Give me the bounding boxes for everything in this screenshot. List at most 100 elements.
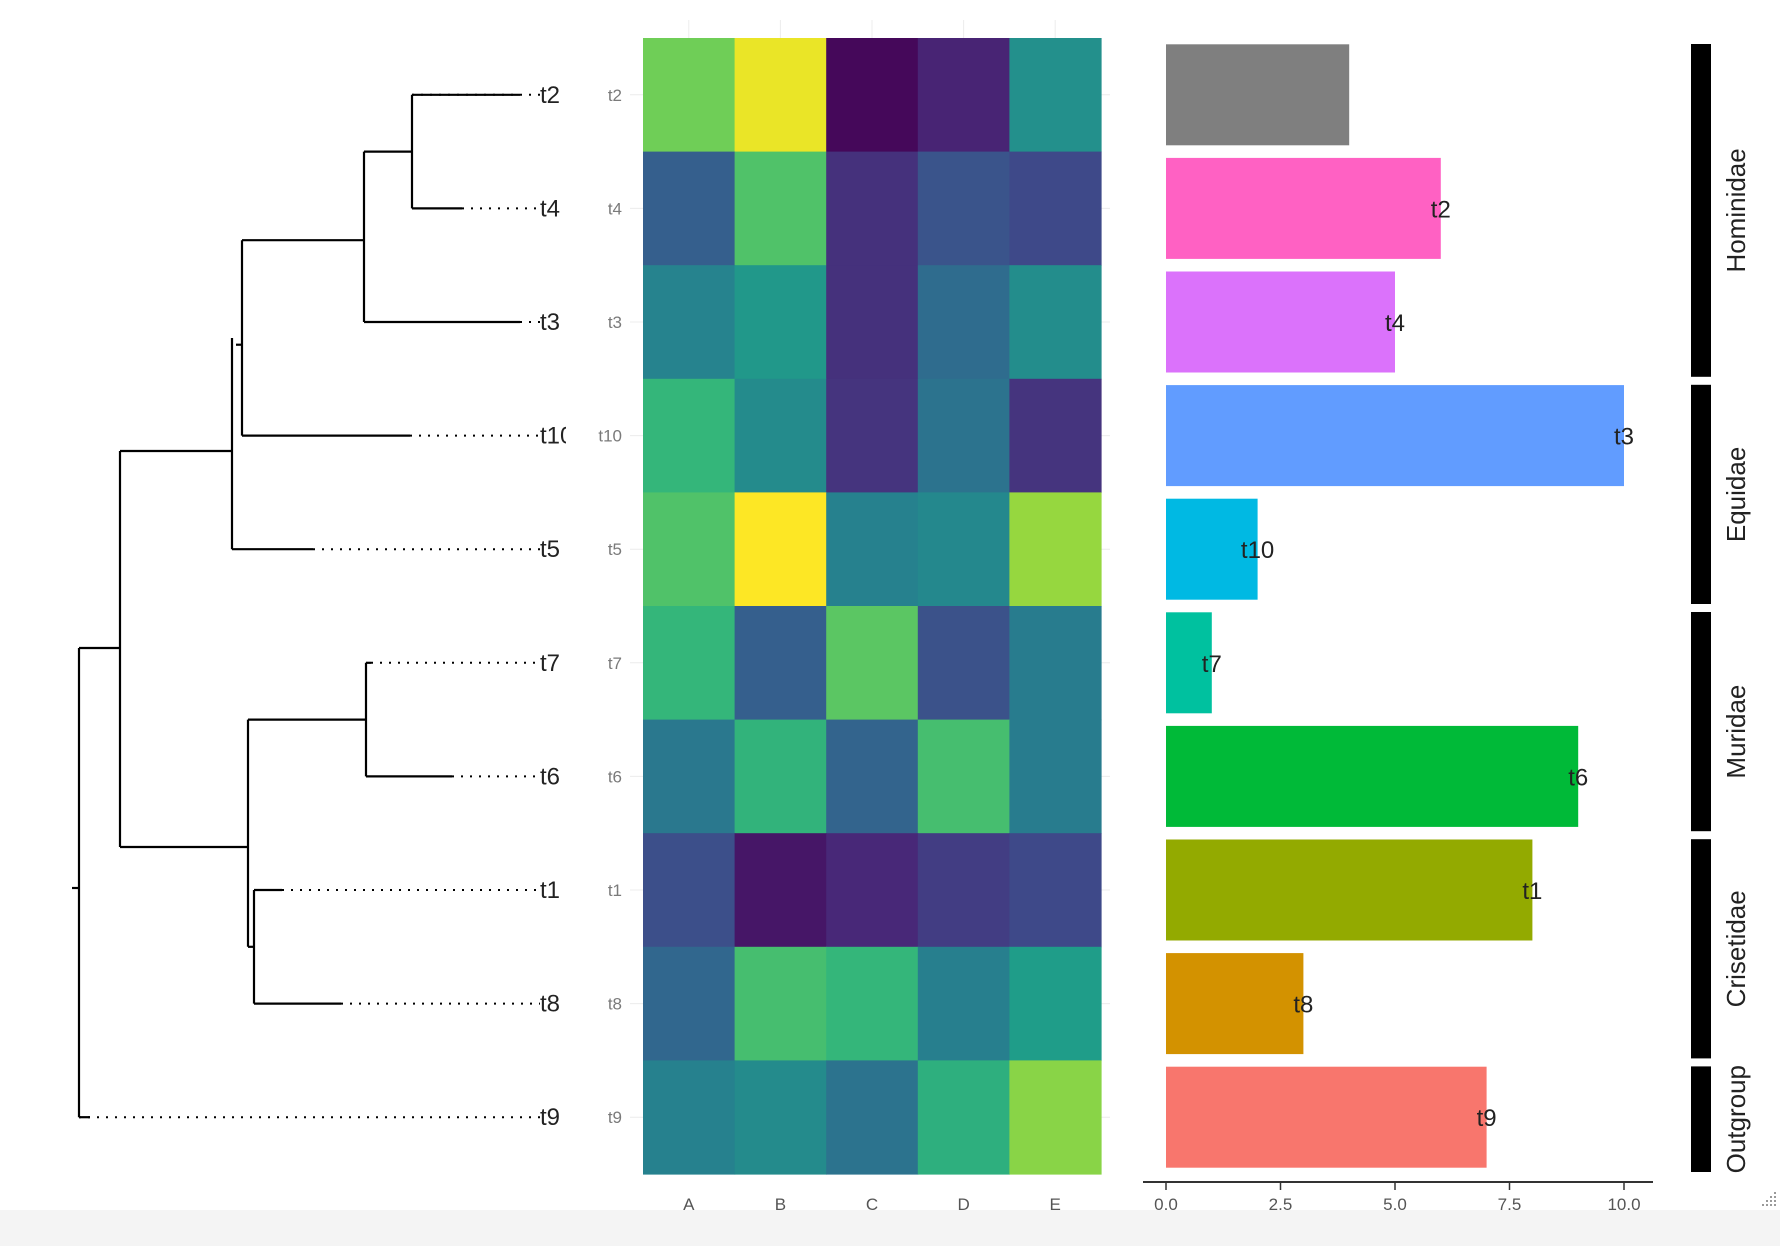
heatmap-cell: [643, 492, 736, 607]
heatmap-cell: [734, 719, 827, 834]
heatmap-cell: [1009, 492, 1102, 607]
clade-bar: [1691, 1066, 1711, 1172]
tip-label: t5: [540, 536, 560, 563]
clade-bar: [1691, 839, 1711, 1059]
clade-bar: [1691, 44, 1711, 377]
heatmap-cell: [917, 606, 1010, 721]
heatmap-cell: [734, 265, 827, 380]
bar: [1166, 385, 1624, 487]
heatmap-cell: [1009, 606, 1102, 721]
heatmap-row-label: t5: [608, 540, 622, 559]
heatmap-cell: [1009, 833, 1102, 948]
heatmap-cell: [643, 38, 736, 153]
heatmap-cell: [1009, 151, 1102, 266]
heatmap-row-label: t8: [608, 995, 622, 1014]
heatmap-cell: [1009, 378, 1102, 493]
heatmap-cell: [826, 265, 919, 380]
heatmap-cell: [917, 946, 1010, 1061]
bar: [1166, 44, 1350, 146]
heatmap-cell: [643, 1060, 736, 1175]
heatmap-row-label: t1: [608, 881, 622, 900]
bar: [1166, 1066, 1487, 1168]
clade-label: Muridae: [1721, 685, 1751, 779]
bar-label: t3: [1614, 424, 1634, 451]
tip-label: t1: [540, 877, 560, 904]
bar: [1166, 498, 1258, 600]
bar-label: t2: [1431, 196, 1451, 223]
heatmap-row-label: t9: [608, 1108, 622, 1127]
heatmap-cell: [734, 151, 827, 266]
heatmap-cell: [826, 492, 919, 607]
tip-label: t7: [540, 650, 560, 677]
heatmap-cell: [826, 151, 919, 266]
clade-bar: [1691, 384, 1711, 604]
heatmap-cell: [1009, 719, 1102, 834]
heatmap-column-label: E: [1050, 1195, 1061, 1214]
heatmap-column-label: D: [957, 1195, 969, 1214]
heatmap-cell: [1009, 1060, 1102, 1175]
heatmap-cell: [1009, 38, 1102, 153]
bar-chart: 0.0 2.5 5.0 7.5 10.0 t2 t4 t3 t10 t7 t6 t1 t8 t9: [1143, 44, 1653, 1214]
heatmap-cell: [734, 378, 827, 493]
bar-x-tick-label: 5.0: [1383, 1195, 1407, 1214]
heatmap-column-label: A: [683, 1195, 695, 1214]
heatmap: t2 t4 t3 t10 t5 t7 t6 t1 t8 t9 A B C D E: [598, 20, 1110, 1214]
heatmap-cell: [734, 492, 827, 607]
heatmap-cell: [917, 378, 1010, 493]
heatmap-column-label: C: [866, 1195, 878, 1214]
bar-label: t4: [1385, 310, 1405, 337]
heatmap-cell: [1009, 265, 1102, 380]
heatmap-row-label: t3: [608, 313, 622, 332]
bar-label: t10: [1241, 537, 1274, 564]
heatmap-cell: [826, 833, 919, 948]
clade-label: Crisetidae: [1721, 890, 1751, 1007]
heatmap-cell: [917, 151, 1010, 266]
bar-label: t7: [1202, 651, 1222, 678]
heatmap-row-label: t7: [608, 654, 622, 673]
bar: [1166, 157, 1441, 259]
heatmap-cell: [643, 265, 736, 380]
label-clip: [566, 400, 592, 460]
heatmap-cell: [917, 38, 1010, 153]
heatmap-row-label: t2: [608, 86, 622, 105]
heatmap-cell: [917, 265, 1010, 380]
heatmap-cell: [917, 1060, 1010, 1175]
heatmap-cell: [734, 833, 827, 948]
heatmap-cell: [826, 38, 919, 153]
clade-strip: Hominidae Equidae Muridae Crisetidae Outgrou…: [1691, 44, 1751, 1173]
heatmap-cell: [643, 606, 736, 721]
heatmap-cell: [826, 378, 919, 493]
bar-x-tick-label: 7.5: [1498, 1195, 1522, 1214]
tip-label: t8: [540, 991, 560, 1018]
bar-x-tick-label: 10.0: [1607, 1195, 1640, 1214]
heatmap-cell: [917, 719, 1010, 834]
heatmap-cell: [643, 151, 736, 266]
clade-label: Outgroup: [1721, 1065, 1751, 1173]
heatmap-row-label: t4: [608, 199, 622, 218]
heatmap-row-label: t10: [598, 427, 622, 446]
heatmap-cell: [826, 1060, 919, 1175]
bar: [1166, 839, 1533, 941]
heatmap-cell: [826, 606, 919, 721]
clade-label: Equidae: [1721, 447, 1751, 542]
bar-label: t9: [1477, 1105, 1497, 1132]
tip-label: t4: [540, 195, 560, 222]
bar: [1166, 612, 1212, 714]
bar: [1166, 725, 1579, 827]
window-bottom-band: [0, 1210, 1780, 1246]
resize-grip-icon[interactable]: [1758, 1188, 1778, 1208]
bar-label: t8: [1293, 992, 1313, 1019]
heatmap-cell: [734, 606, 827, 721]
heatmap-cell: [734, 1060, 827, 1175]
heatmap-cell: [1009, 946, 1102, 1061]
bar: [1166, 271, 1395, 373]
bar-label: t6: [1568, 764, 1588, 791]
tip-label: t2: [540, 82, 560, 109]
clade-bar: [1691, 612, 1711, 832]
heatmap-cell: [734, 946, 827, 1061]
tip-label: t6: [540, 763, 560, 790]
heatmap-cell: [917, 492, 1010, 607]
bar: [1166, 953, 1304, 1055]
heatmap-row-label: t6: [608, 767, 622, 786]
